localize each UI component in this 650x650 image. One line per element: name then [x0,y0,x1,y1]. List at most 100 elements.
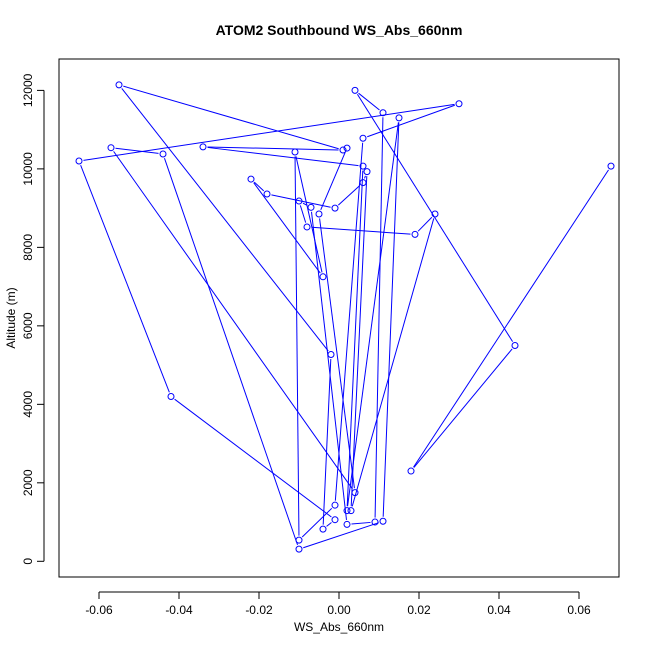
series-segment [123,85,339,150]
data-point [407,467,415,475]
data-point [263,190,271,198]
plot-frame [58,58,620,578]
data-point [307,203,315,211]
data-point [347,507,355,515]
series-segment [351,218,435,507]
y-tick-label: 6000 [21,312,35,339]
data-point [295,197,303,205]
plot-series [75,81,615,553]
series-segment [207,146,359,167]
series-segment [311,211,347,521]
data-point [379,109,387,117]
x-tick-label: 0.02 [407,603,431,617]
x-tick-label: -0.04 [165,603,193,617]
data-point [199,143,207,151]
data-point [363,168,371,176]
series-segment [115,147,159,154]
series-segment [121,88,329,352]
data-point [319,273,327,281]
data-point [115,81,123,89]
series-segment [319,218,355,489]
data-point [327,350,335,358]
series-segment [413,348,513,468]
series-segment [417,216,433,232]
data-point [431,210,439,218]
series-segment [320,152,346,211]
series-segment [299,205,307,223]
series-segment [302,202,308,206]
data-point [339,146,347,154]
data-point [395,114,403,122]
data-point [379,517,387,525]
series-segment [374,117,384,518]
data-point [359,134,367,142]
data-point [315,210,323,218]
data-point [343,507,351,515]
y-tick-label: 4000 [21,391,35,418]
x-axis: -0.06 -0.04 -0.02 0.00 0.02 0.04 0.06 [85,591,591,617]
series-segment [163,158,299,546]
series-segment [337,185,361,206]
data-point [359,179,367,187]
data-point [359,162,367,170]
series-segment [253,181,265,192]
x-tick-label: -0.02 [245,603,273,617]
series-segment [113,151,353,490]
data-point [107,144,115,152]
y-tick-label: 8000 [21,234,35,261]
data-point [331,516,339,524]
series-segment [334,142,364,501]
data-point [607,162,615,170]
series-segment [271,194,331,208]
data-point [351,489,359,497]
series-segment [322,358,332,525]
data-point [159,150,167,158]
data-point [295,536,303,544]
data-point [247,175,255,183]
data-point [351,86,359,94]
data-point [75,157,83,165]
data-point [291,148,299,156]
series-segment [303,522,379,549]
y-tick-label: 10000 [21,152,35,186]
x-axis-label: WS_Abs_660nm [294,620,384,634]
series-segment [364,175,366,179]
y-tick-label: 0 [21,558,35,565]
x-tick-label: 0.04 [487,603,511,617]
series-segment [83,103,455,161]
y-tick-label: 12000 [21,73,35,107]
data-point [343,520,351,528]
y-tick-label: 2000 [21,469,35,496]
y-axis: 0 2000 4000 6000 8000 10000 12000 [21,73,45,565]
data-point [455,100,463,108]
data-point [371,518,379,526]
x-tick-label: 0.00 [327,603,351,617]
series-segment [358,92,380,111]
series-segment [382,122,400,517]
data-point [295,545,303,553]
x-tick-label: 0.06 [567,603,591,617]
series-segment [207,146,339,151]
series-segment [294,156,300,536]
series-segment [351,521,371,525]
series-segment [367,104,455,138]
series-segment [356,93,514,342]
y-axis-label: Altitude (m) [4,287,18,348]
data-point [319,525,327,533]
x-tick-label: -0.06 [85,603,113,617]
series-segment [80,165,170,393]
data-point [411,230,419,238]
data-point [343,144,351,152]
series-segment [174,398,332,518]
series-segment [350,176,368,507]
data-point [303,223,311,231]
data-point [511,341,519,349]
series-segment [413,169,609,468]
series-segment [253,182,321,274]
series-segment [326,522,332,527]
chart-title: ATOM2 Southbound WS_Abs_660nm [216,22,463,38]
series-segment [295,156,323,273]
series-segment [347,122,399,507]
